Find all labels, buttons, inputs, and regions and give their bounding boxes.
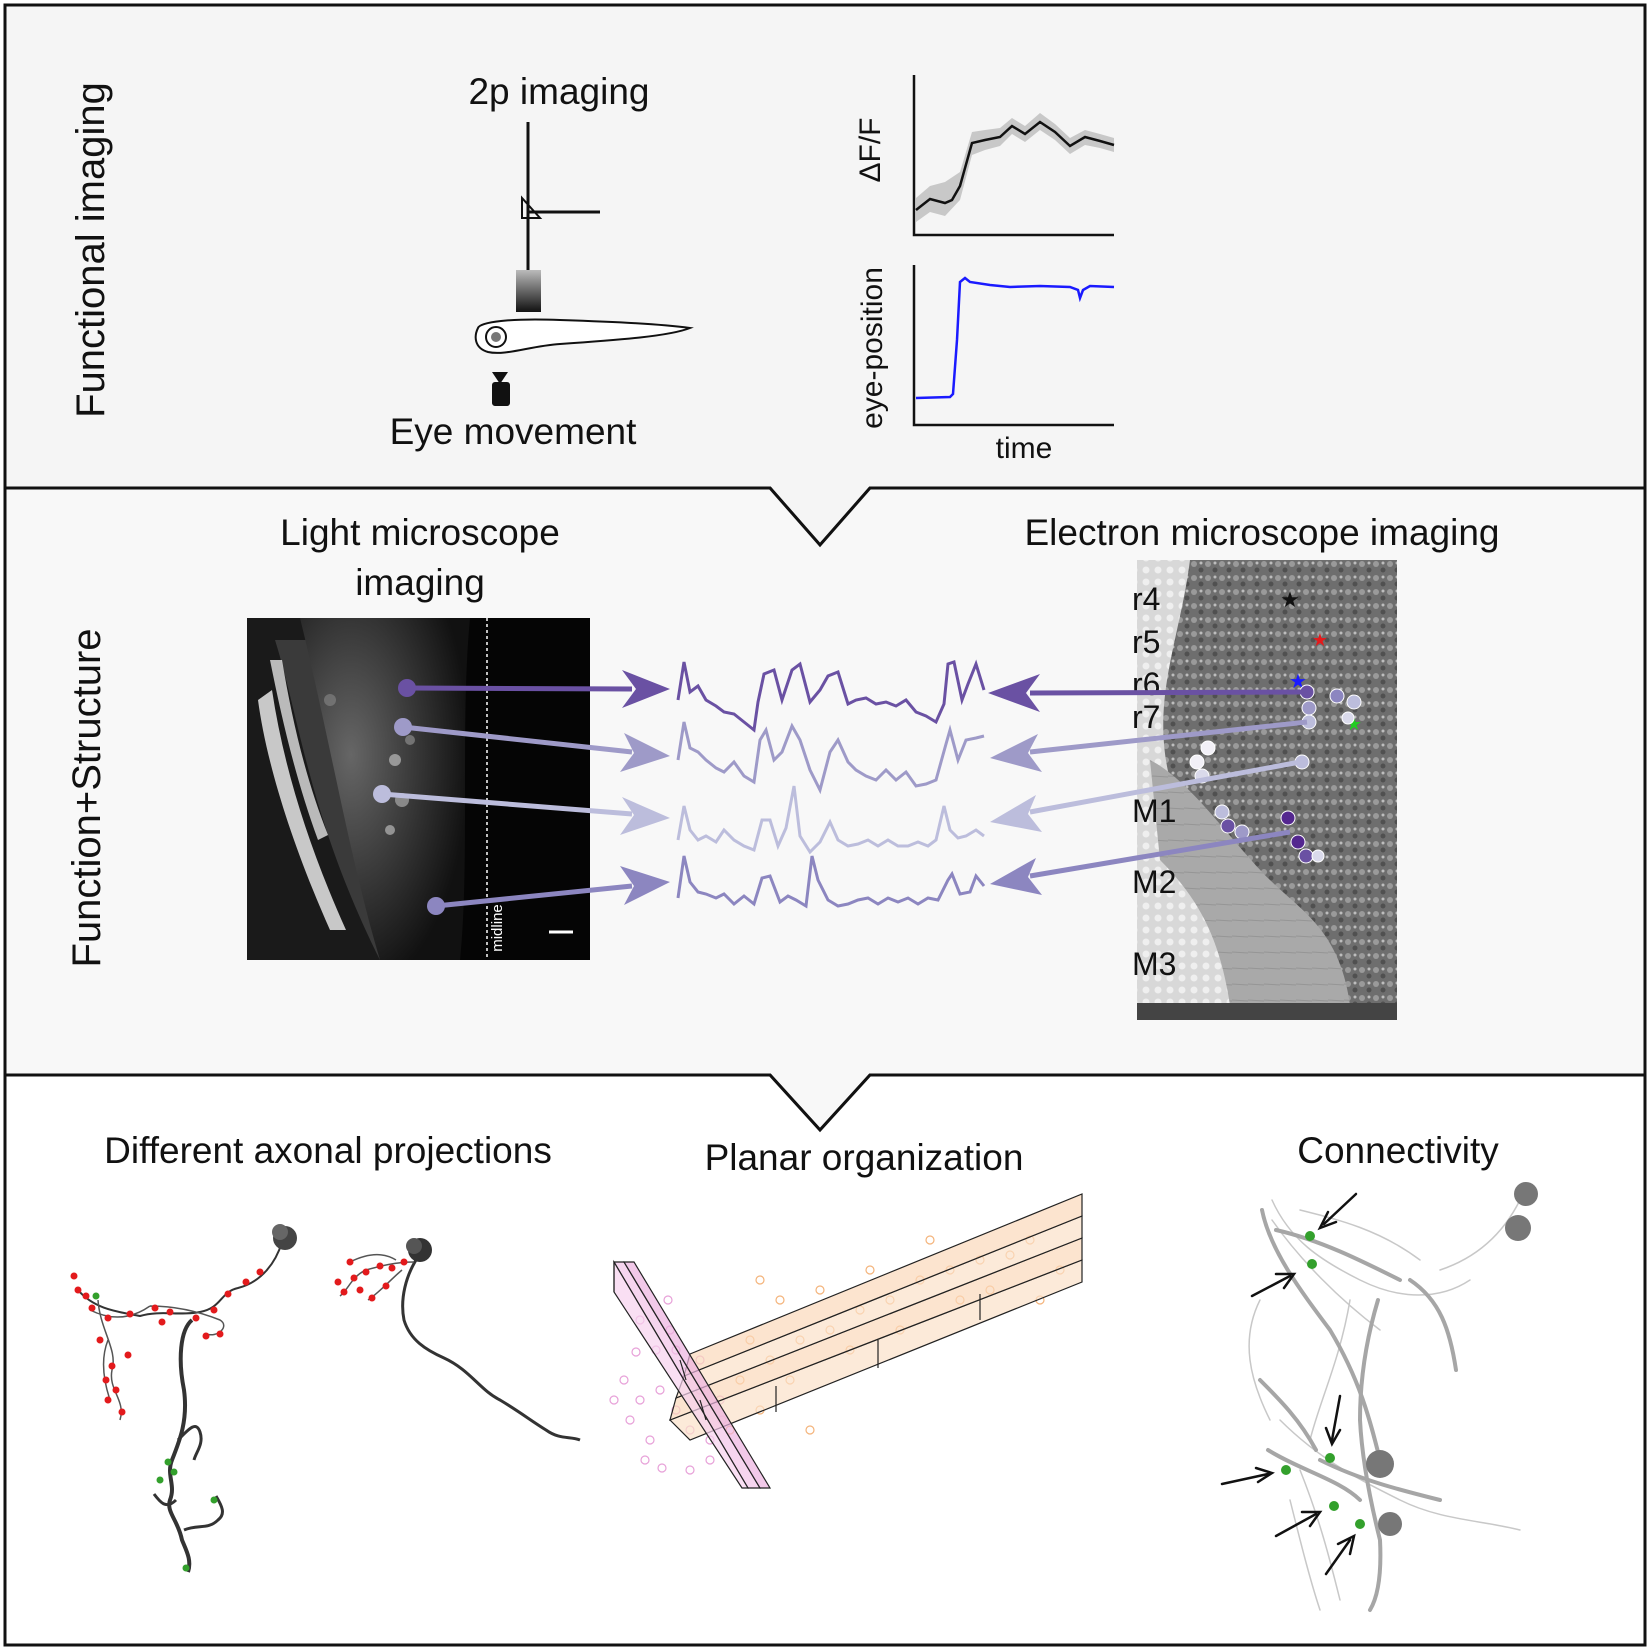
soma-4 bbox=[1378, 1512, 1402, 1536]
dff-trace bbox=[915, 120, 1115, 211]
light-microscope-title-2: imaging bbox=[355, 562, 485, 603]
eye-position-plot: eye-position time bbox=[856, 265, 1115, 465]
time-axis-label: time bbox=[996, 432, 1053, 465]
activity-traces bbox=[676, 659, 986, 909]
light-microscope-title: Light microscope bbox=[280, 512, 560, 553]
em-label-r7: r7 bbox=[1132, 699, 1160, 735]
em-label-m3: M3 bbox=[1132, 946, 1176, 982]
arrow-head-7 bbox=[990, 795, 1042, 832]
dff-axes bbox=[912, 75, 1114, 237]
soma-1 bbox=[1514, 1182, 1538, 1206]
lm-connection-arrows bbox=[373, 670, 670, 915]
dff-axis-label: ΔF/F bbox=[854, 117, 887, 182]
trace-3 bbox=[676, 785, 985, 855]
star-red-icon: ★ bbox=[1312, 630, 1328, 650]
em-bottom-bar bbox=[1137, 1003, 1397, 1020]
arrow-head-6 bbox=[990, 734, 1042, 772]
arrow-head-8 bbox=[990, 858, 1042, 895]
em-label-m1: M1 bbox=[1132, 793, 1176, 829]
star-black-icon: ★ bbox=[1280, 587, 1300, 612]
em-label-r4: r4 bbox=[1132, 581, 1160, 617]
eye-camera-icon bbox=[492, 382, 510, 406]
arrow-head-3 bbox=[620, 797, 670, 835]
em-cell-markers bbox=[1189, 684, 1362, 864]
light-microscope-image: midline bbox=[247, 618, 590, 960]
planar-sheet-pink bbox=[612, 1259, 772, 1489]
midline-label: midline bbox=[489, 904, 506, 952]
arrow-head-5 bbox=[988, 674, 1040, 712]
em-label-r5: r5 bbox=[1132, 624, 1160, 660]
arrow-head-2 bbox=[620, 733, 670, 772]
em-image: r4 r5 r6 r7 M1 M2 M3 ★ ★ ★ ★ bbox=[1132, 560, 1397, 1020]
eye-position-axis-label: eye-position bbox=[856, 267, 889, 429]
dichroic-mirror-icon bbox=[521, 195, 543, 219]
planar-organization-plot bbox=[609, 1193, 1083, 1489]
two-photon-label: 2p imaging bbox=[468, 71, 649, 112]
eye-position-trace bbox=[915, 276, 1115, 400]
functional-imaging-side-label: Functional imaging bbox=[69, 82, 113, 418]
connectivity-reconstruction bbox=[1220, 1182, 1538, 1612]
function-structure-side-label: Function+Structure bbox=[65, 628, 109, 967]
eye-movement-label: Eye movement bbox=[390, 411, 637, 452]
connectivity-title: Connectivity bbox=[1297, 1130, 1499, 1171]
soma-2 bbox=[1505, 1215, 1531, 1241]
arrow-head-4 bbox=[620, 866, 670, 905]
trace-1 bbox=[676, 659, 986, 733]
objective-lens-icon bbox=[516, 270, 541, 312]
em-label-m2: M2 bbox=[1132, 864, 1176, 900]
trace-2 bbox=[676, 721, 985, 795]
zebrafish-larva-icon bbox=[474, 318, 694, 354]
em-title: Electron microscope imaging bbox=[1024, 512, 1499, 553]
neuron-reconstruction-1 bbox=[70, 1224, 297, 1573]
eye-camera-lens-icon bbox=[492, 372, 508, 384]
panel-functional-imaging bbox=[3, 3, 1647, 548]
arrow-head-1 bbox=[622, 670, 670, 708]
em-connection-arrows bbox=[988, 674, 1308, 895]
synapse-arrows bbox=[1220, 1192, 1358, 1576]
axonal-projections-title: Different axonal projections bbox=[104, 1130, 552, 1171]
em-region-labels: r4 r5 r6 r7 M1 M2 M3 bbox=[1132, 581, 1176, 982]
neuron-reconstruction-2 bbox=[334, 1238, 581, 1442]
trace-4 bbox=[676, 855, 986, 909]
soma-3 bbox=[1366, 1450, 1394, 1478]
two-photon-schematic bbox=[474, 122, 694, 406]
synapse-markers bbox=[1281, 1231, 1365, 1529]
planar-organization-title: Planar organization bbox=[705, 1137, 1024, 1178]
dff-plot: ΔF/F bbox=[854, 75, 1115, 237]
eye-position-axes bbox=[912, 265, 1114, 427]
planar-sheet-orange bbox=[668, 1193, 1083, 1441]
em-label-r6: r6 bbox=[1132, 666, 1160, 702]
